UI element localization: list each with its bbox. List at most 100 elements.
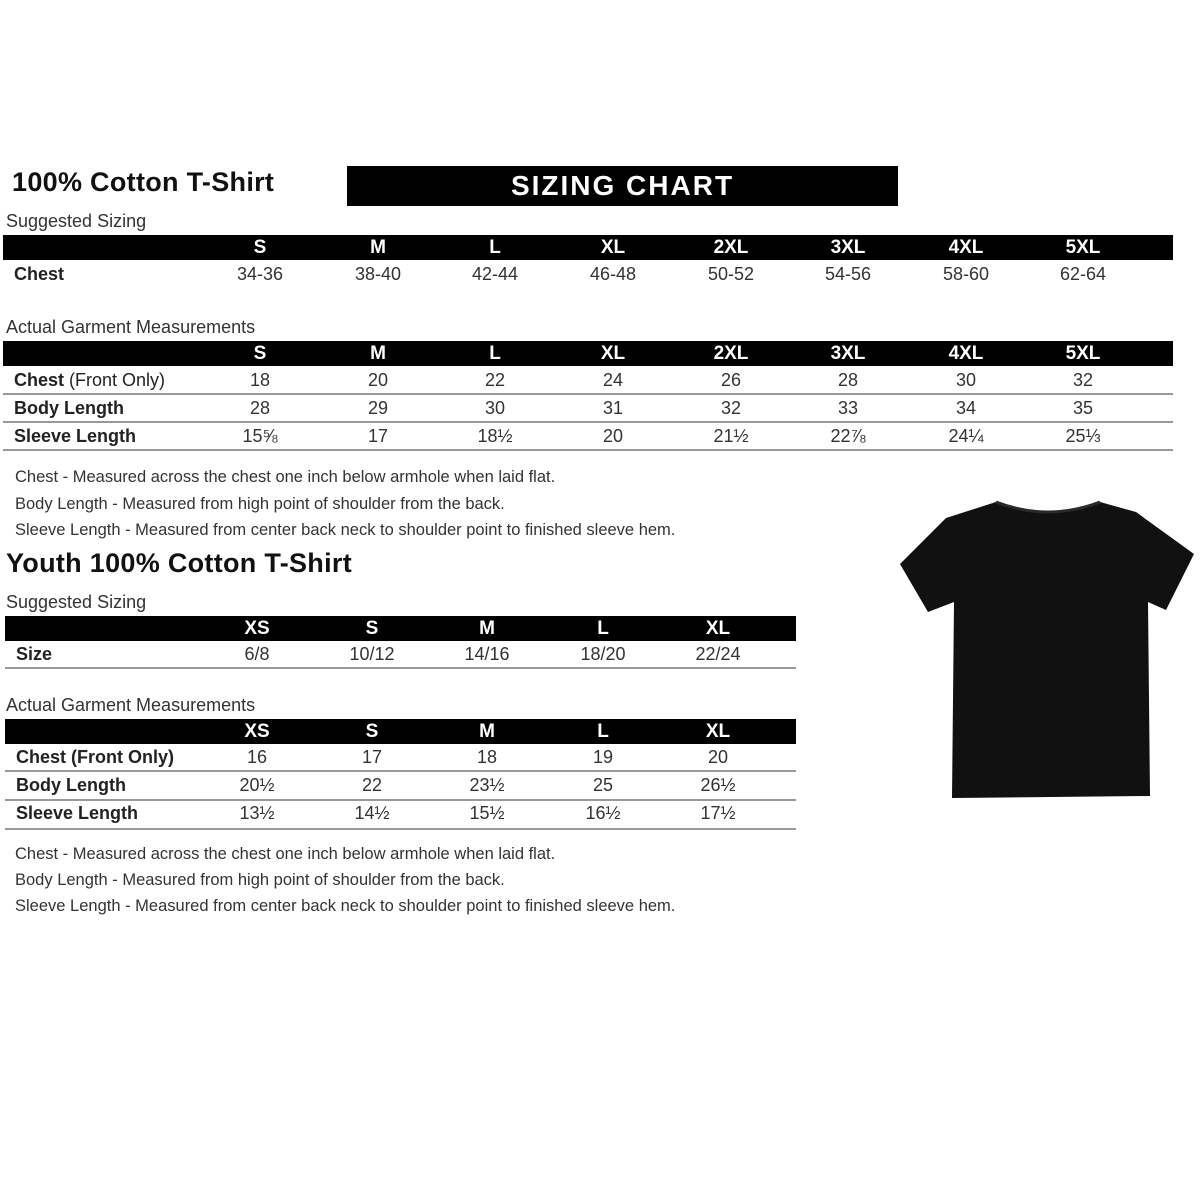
size-header-xl: XL — [600, 343, 626, 364]
table-cell: 20 — [707, 747, 729, 767]
table-cell: 50-52 — [707, 264, 755, 284]
size-header-m: M — [479, 618, 495, 639]
table-cell: 34-36 — [236, 264, 284, 284]
table-cell: 16 — [246, 747, 268, 767]
row-divider — [5, 828, 796, 830]
table-cell: 58-60 — [942, 264, 990, 284]
size-header-bar: S M L XL 2XL 3XL 4XL 5XL — [3, 341, 1173, 366]
table-cell: 17½ — [700, 803, 736, 823]
youth-title: Youth 100% Cotton T-Shirt — [6, 548, 352, 578]
table-cell: 32 — [720, 398, 742, 418]
table-cell: 62-64 — [1059, 264, 1107, 284]
youth-note-chest: Chest - Measured across the chest one in… — [15, 845, 556, 863]
size-header-s: S — [365, 618, 379, 639]
adult-note-body-length: Body Length - Measured from high point o… — [15, 495, 505, 513]
t-shirt-image — [900, 500, 1194, 798]
size-header-bar: S M L XL 2XL 3XL 4XL 5XL — [3, 235, 1173, 260]
row-divider — [3, 393, 1173, 395]
table-cell: 17 — [361, 747, 383, 767]
size-header-xl: XL — [705, 618, 731, 639]
size-header-5xl: 5XL — [1065, 237, 1101, 258]
row-divider — [5, 799, 796, 801]
table-cell: 29 — [367, 398, 389, 418]
size-header-xl: XL — [600, 237, 626, 258]
table-cell: 31 — [602, 398, 624, 418]
table-cell: 28 — [249, 398, 271, 418]
table-cell: 32 — [1072, 370, 1094, 390]
table-cell: 30 — [484, 398, 506, 418]
table-cell: 18½ — [477, 426, 513, 446]
row-label: Sleeve Length — [16, 803, 138, 824]
table-cell: 22 — [484, 370, 506, 390]
table-cell: 42-44 — [471, 264, 519, 284]
size-header-4xl: 4XL — [948, 343, 984, 364]
table-cell: 16½ — [585, 803, 621, 823]
table-cell: 20 — [602, 426, 624, 446]
size-header-bar: XS S M L XL — [5, 719, 796, 744]
table-cell: 34 — [955, 398, 977, 418]
row-divider — [3, 449, 1173, 451]
size-header-m: M — [370, 237, 386, 258]
row-label: Body Length — [14, 398, 124, 419]
row-label-text: Body Length — [14, 398, 124, 418]
table-cell: 35 — [1072, 398, 1094, 418]
row-label: Chest (Front Only) — [16, 747, 174, 768]
size-header-bar: XS S M L XL — [5, 616, 796, 641]
row-label-extra: (Front Only) — [64, 370, 166, 390]
size-header-s: S — [365, 721, 379, 742]
size-header-l: L — [489, 237, 501, 258]
table-cell: 23½ — [469, 775, 505, 795]
row-label-text: Chest — [14, 370, 65, 390]
adult-suggested-heading: Suggested Sizing — [6, 211, 147, 231]
table-cell: 19 — [592, 747, 614, 767]
table-cell: 15½ — [469, 803, 505, 823]
table-cell: 13½ — [239, 803, 275, 823]
size-header-xs: XS — [244, 618, 270, 639]
size-header-5xl: 5XL — [1065, 343, 1101, 364]
table-cell: 33 — [837, 398, 859, 418]
table-cell: 18 — [249, 370, 271, 390]
table-cell: 28 — [837, 370, 859, 390]
size-header-l: L — [489, 343, 501, 364]
size-header-l: L — [597, 618, 609, 639]
row-divider — [5, 667, 796, 669]
adult-note-chest: Chest - Measured across the chest one in… — [15, 468, 556, 486]
size-header-3xl: 3XL — [830, 237, 866, 258]
table-cell: 6/8 — [244, 644, 270, 664]
size-header-4xl: 4XL — [948, 237, 984, 258]
table-cell: 26½ — [700, 775, 736, 795]
row-label: Body Length — [16, 775, 126, 796]
adult-actual-heading: Actual Garment Measurements — [6, 317, 256, 337]
size-header-s: S — [253, 237, 267, 258]
row-label: Size — [16, 644, 52, 665]
row-label-text: Sleeve Length — [16, 803, 139, 823]
table-cell: 22/24 — [695, 644, 741, 664]
youth-actual-heading: Actual Garment Measurements — [6, 695, 256, 715]
row-divider — [3, 421, 1173, 423]
youth-note-sleeve-length: Sleeve Length - Measured from center bac… — [15, 897, 676, 915]
table-cell: 20½ — [239, 775, 275, 795]
row-label: Sleeve Length — [14, 426, 136, 447]
row-label-text: Size — [16, 644, 53, 664]
size-header-l: L — [597, 721, 609, 742]
table-cell: 25⅓ — [1065, 426, 1101, 446]
size-header-xl: XL — [705, 721, 731, 742]
size-header-2xl: 2XL — [713, 343, 749, 364]
row-label: Chest — [14, 264, 64, 285]
table-cell: 25 — [592, 775, 614, 795]
table-cell: 22⅞ — [830, 426, 866, 446]
table-cell: 14½ — [354, 803, 390, 823]
table-cell: 14/16 — [464, 644, 510, 664]
table-cell: 46-48 — [589, 264, 637, 284]
table-cell: 10/12 — [349, 644, 395, 664]
adult-title: 100% Cotton T-Shirt — [12, 167, 275, 197]
table-cell: 54-56 — [824, 264, 872, 284]
table-cell: 15⅝ — [242, 426, 278, 446]
adult-note-sleeve-length: Sleeve Length - Measured from center bac… — [15, 521, 676, 539]
table-cell: 18 — [476, 747, 498, 767]
size-header-s: S — [253, 343, 267, 364]
youth-note-body-length: Body Length - Measured from high point o… — [15, 871, 505, 889]
row-label-text: Sleeve Length — [14, 426, 137, 446]
table-cell: 22 — [361, 775, 383, 795]
t-shirt-body — [900, 502, 1194, 798]
